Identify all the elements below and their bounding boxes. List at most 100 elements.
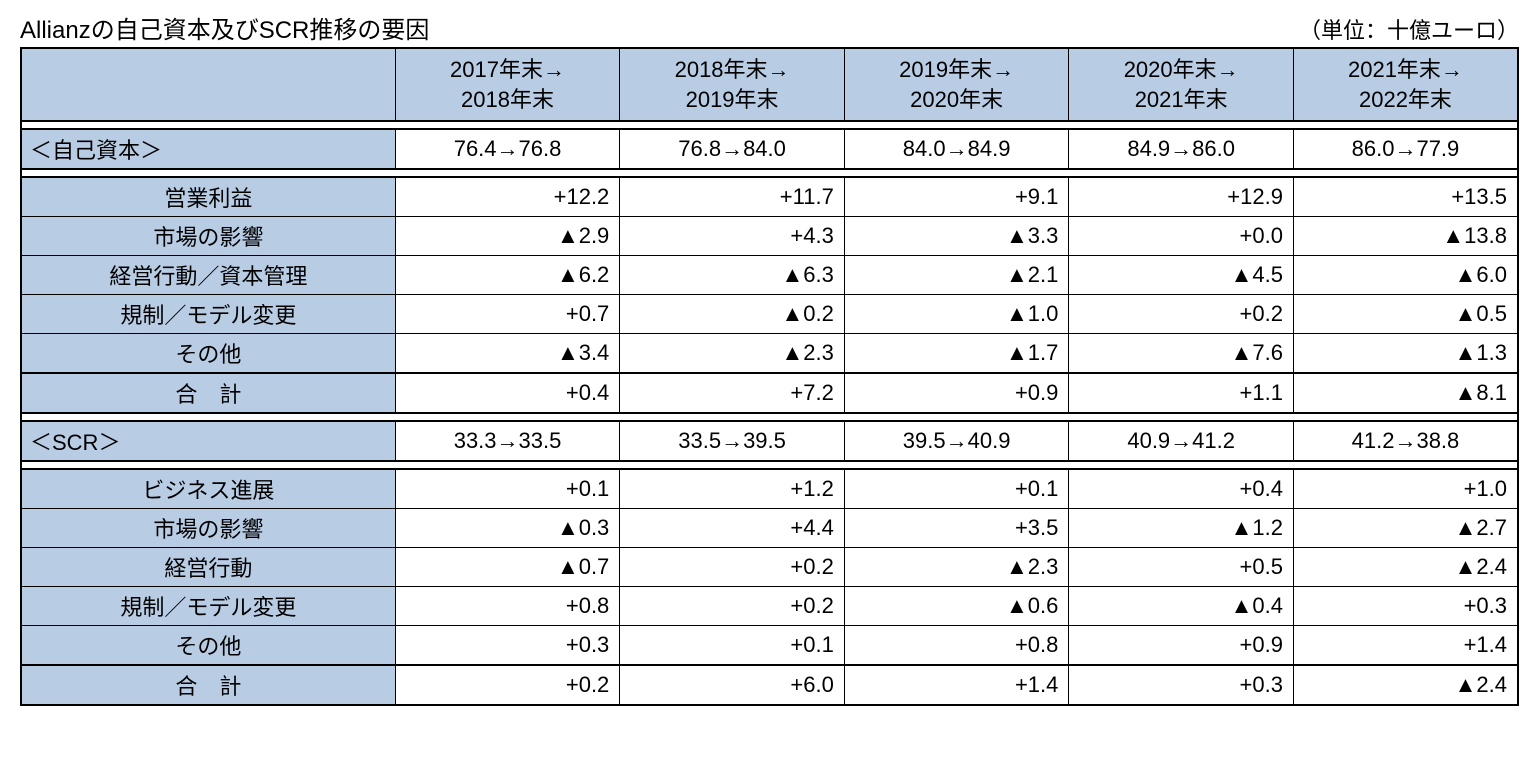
cell-3: +0.2: [1069, 295, 1294, 334]
spacer-row: [21, 461, 1518, 469]
section-total-1: 33.5→39.5: [620, 421, 845, 461]
section-total-0: 76.4→76.8: [395, 129, 620, 169]
row-label: 経営行動: [21, 548, 395, 587]
cell-3: ▲0.4: [1069, 587, 1294, 626]
spacer-row: [21, 413, 1518, 421]
main-table: 2017年末→ 2018年末 2018年末→ 2019年末 2019年末→ 20…: [20, 47, 1519, 706]
cell-1: +7.2: [620, 373, 845, 413]
cell-2: +1.4: [844, 665, 1069, 705]
cell-1: ▲0.2: [620, 295, 845, 334]
cell-3: +0.9: [1069, 626, 1294, 666]
period-line1: 2018年末→: [675, 57, 790, 82]
cell-3: +0.3: [1069, 665, 1294, 705]
own-funds-row-1: 市場の影響▲2.9+4.3▲3.3+0.0▲13.8: [21, 217, 1518, 256]
period-head-1: 2018年末→ 2019年末: [620, 48, 845, 121]
cell-4: ▲6.0: [1293, 256, 1518, 295]
cell-2: ▲1.0: [844, 295, 1069, 334]
cell-1: ▲2.3: [620, 334, 845, 374]
row-label: 合 計: [21, 373, 395, 413]
section-label: ＜SCR＞: [21, 421, 395, 461]
row-label: 市場の影響: [21, 509, 395, 548]
section-total-2: 39.5→40.9: [844, 421, 1069, 461]
own-funds-row-2: 経営行動／資本管理▲6.2▲6.3▲2.1▲4.5▲6.0: [21, 256, 1518, 295]
section-total-3: 84.9→86.0: [1069, 129, 1294, 169]
section-total-0: 33.3→33.5: [395, 421, 620, 461]
row-label: その他: [21, 626, 395, 666]
own-funds-row-0: 営業利益+12.2+11.7+9.1+12.9+13.5: [21, 177, 1518, 217]
row-label: 市場の影響: [21, 217, 395, 256]
section-total-4: 86.0→77.9: [1293, 129, 1518, 169]
cell-4: ▲1.3: [1293, 334, 1518, 374]
period-line2: 2021年末: [1135, 87, 1228, 112]
scr-row-2: 経営行動▲0.7+0.2▲2.3+0.5▲2.4: [21, 548, 1518, 587]
cell-4: ▲2.7: [1293, 509, 1518, 548]
cell-3: ▲1.2: [1069, 509, 1294, 548]
scr-row-5: 合 計+0.2+6.0+1.4+0.3▲2.4: [21, 665, 1518, 705]
own-funds-row-5: 合 計+0.4+7.2+0.9+1.1▲8.1: [21, 373, 1518, 413]
scr-row-3: 規制／モデル変更+0.8+0.2▲0.6▲0.4+0.3: [21, 587, 1518, 626]
cell-4: ▲0.5: [1293, 295, 1518, 334]
cell-0: ▲0.3: [395, 509, 620, 548]
cell-2: +3.5: [844, 509, 1069, 548]
period-line1: 2020年末→: [1124, 57, 1239, 82]
row-label: その他: [21, 334, 395, 374]
own-funds-row-4: その他▲3.4▲2.3▲1.7▲7.6▲1.3: [21, 334, 1518, 374]
cell-0: +0.7: [395, 295, 620, 334]
scr-row-4: その他+0.3+0.1+0.8+0.9+1.4: [21, 626, 1518, 666]
cell-2: ▲2.3: [844, 548, 1069, 587]
cell-4: ▲13.8: [1293, 217, 1518, 256]
cell-1: +11.7: [620, 177, 845, 217]
cell-2: ▲1.7: [844, 334, 1069, 374]
cell-0: ▲6.2: [395, 256, 620, 295]
cell-0: ▲0.7: [395, 548, 620, 587]
cell-2: +9.1: [844, 177, 1069, 217]
period-line1: 2019年末→: [899, 57, 1014, 82]
row-label: 規制／モデル変更: [21, 587, 395, 626]
cell-0: ▲2.9: [395, 217, 620, 256]
unit-label: （単位：十億ユーロ）: [1299, 13, 1519, 45]
cell-1: ▲6.3: [620, 256, 845, 295]
cell-3: +12.9: [1069, 177, 1294, 217]
section-total-3: 40.9→41.2: [1069, 421, 1294, 461]
cell-4: +1.4: [1293, 626, 1518, 666]
cell-4: +1.0: [1293, 469, 1518, 509]
row-label: 合 計: [21, 665, 395, 705]
row-label: 営業利益: [21, 177, 395, 217]
cell-1: +0.2: [620, 548, 845, 587]
cell-3: ▲4.5: [1069, 256, 1294, 295]
table-title: Allianzの自己資本及びSCR推移の要因: [20, 10, 429, 45]
cell-1: +1.2: [620, 469, 845, 509]
cell-0: +0.4: [395, 373, 620, 413]
period-head-0: 2017年末→ 2018年末: [395, 48, 620, 121]
section-total-2: 84.0→84.9: [844, 129, 1069, 169]
cell-1: +6.0: [620, 665, 845, 705]
cell-4: ▲2.4: [1293, 548, 1518, 587]
cell-4: +13.5: [1293, 177, 1518, 217]
period-line1: 2021年末→: [1348, 57, 1463, 82]
cell-1: +0.2: [620, 587, 845, 626]
cell-2: +0.8: [844, 626, 1069, 666]
period-head-3: 2020年末→ 2021年末: [1069, 48, 1294, 121]
cell-0: +0.2: [395, 665, 620, 705]
cell-3: +0.5: [1069, 548, 1294, 587]
cell-4: ▲2.4: [1293, 665, 1518, 705]
title-row: Allianzの自己資本及びSCR推移の要因 （単位：十億ユーロ）: [20, 10, 1519, 45]
cell-0: +12.2: [395, 177, 620, 217]
header-row: 2017年末→ 2018年末 2018年末→ 2019年末 2019年末→ 20…: [21, 48, 1518, 121]
cell-3: +1.1: [1069, 373, 1294, 413]
cell-2: +0.9: [844, 373, 1069, 413]
scr-row-1: 市場の影響▲0.3+4.4+3.5▲1.2▲2.7: [21, 509, 1518, 548]
cell-2: ▲0.6: [844, 587, 1069, 626]
cell-3: +0.0: [1069, 217, 1294, 256]
cell-0: +0.8: [395, 587, 620, 626]
spacer-row: [21, 169, 1518, 177]
cell-0: +0.1: [395, 469, 620, 509]
cell-0: +0.3: [395, 626, 620, 666]
period-line1: 2017年末→: [450, 57, 565, 82]
cell-1: +4.4: [620, 509, 845, 548]
period-line2: 2018年末: [461, 87, 554, 112]
period-line2: 2019年末: [686, 87, 779, 112]
section-own-funds: ＜自己資本＞76.4→76.876.8→84.084.0→84.984.9→86…: [21, 129, 1518, 169]
cell-2: ▲3.3: [844, 217, 1069, 256]
cell-1: +4.3: [620, 217, 845, 256]
